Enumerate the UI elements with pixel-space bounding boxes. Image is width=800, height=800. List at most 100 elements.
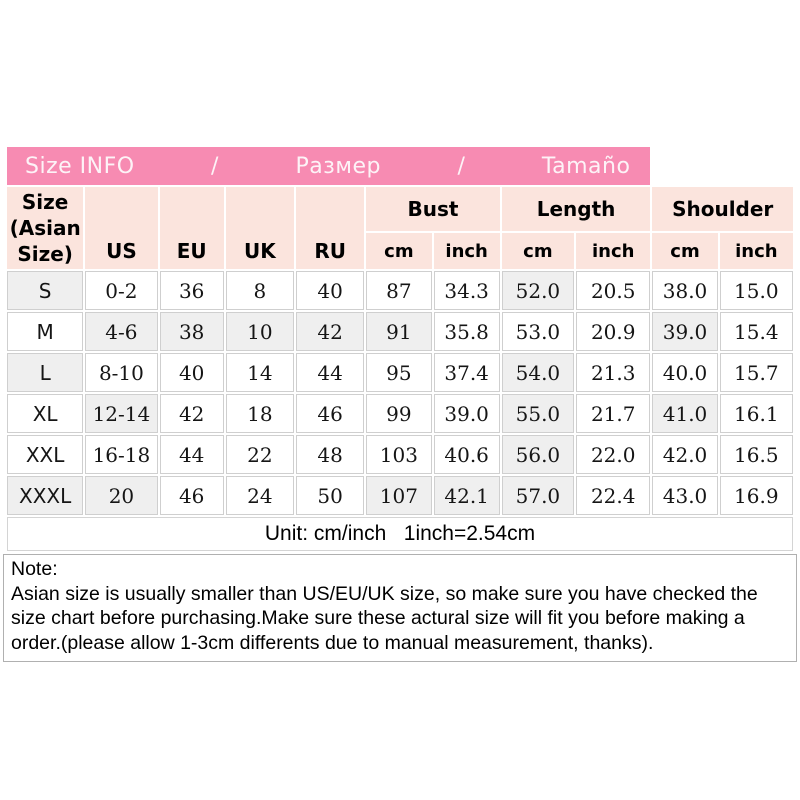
cell-us: 16-18 xyxy=(85,435,158,474)
column-header-size: Size (Asian Size) xyxy=(7,187,84,269)
cell-shoulder-cm: 42.0 xyxy=(652,435,718,474)
cell-shoulder-cm: 40.0 xyxy=(652,353,718,392)
cell-bust-cm: 107 xyxy=(366,476,432,515)
subheader-bust-inch: inch xyxy=(433,233,500,269)
cell-bust-cm: 87 xyxy=(366,271,432,310)
banner-text: Size INFO / Размер / Tamaño xyxy=(7,154,650,179)
cell-bust-inch: 42.1 xyxy=(433,476,500,515)
cell-size: XXXL xyxy=(7,476,84,515)
banner-size-info: Size INFO xyxy=(25,153,135,179)
cell-eu: 44 xyxy=(159,435,224,474)
cell-length-cm: 53.0 xyxy=(501,312,575,351)
banner-tamano: Tamaño xyxy=(541,153,631,179)
size-chart-table: Size INFO / Размер / Tamaño Size (Asian … xyxy=(5,145,795,553)
cell-ru: 48 xyxy=(296,435,365,474)
banner-razmer: Размер xyxy=(295,153,381,179)
subheader-shoulder-inch: inch xyxy=(719,233,793,269)
note-title: Note: xyxy=(11,558,58,580)
cell-length-inch: 20.9 xyxy=(576,312,651,351)
cell-shoulder-inch: 15.0 xyxy=(719,271,793,310)
cell-eu: 38 xyxy=(159,312,224,351)
cell-shoulder-inch: 15.7 xyxy=(719,353,793,392)
cell-ru: 46 xyxy=(296,394,365,433)
column-header-us: US xyxy=(85,187,158,269)
cell-length-cm: 55.0 xyxy=(501,394,575,433)
banner-separator: / xyxy=(457,153,466,179)
cell-length-inch: 20.5 xyxy=(576,271,651,310)
cell-uk: 22 xyxy=(225,435,295,474)
cell-ru: 44 xyxy=(296,353,365,392)
cell-shoulder-cm: 39.0 xyxy=(652,312,718,351)
cell-ru: 50 xyxy=(296,476,365,515)
unit-note: Unit: cm/inch 1inch=2.54cm xyxy=(7,517,793,551)
cell-size: S xyxy=(7,271,84,310)
cell-shoulder-inch: 16.1 xyxy=(719,394,793,433)
table-row-l: L 8-10 40 14 44 95 37.4 54.0 21.3 40.0 1… xyxy=(7,353,793,392)
table-row-xxxl: XXXL 20 46 24 50 107 42.1 57.0 22.4 43.0… xyxy=(7,476,793,515)
cell-length-cm: 52.0 xyxy=(501,271,575,310)
note-body: Asian size is usually smaller than US/EU… xyxy=(11,582,758,654)
cell-us: 12-14 xyxy=(85,394,158,433)
cell-us: 8-10 xyxy=(85,353,158,392)
cell-shoulder-inch: 16.9 xyxy=(719,476,793,515)
cell-length-inch: 22.0 xyxy=(576,435,651,474)
cell-bust-cm: 99 xyxy=(366,394,432,433)
cell-shoulder-cm: 43.0 xyxy=(652,476,718,515)
banner-blank-area xyxy=(652,147,793,185)
cell-uk: 10 xyxy=(225,312,295,351)
cell-uk: 18 xyxy=(225,394,295,433)
cell-ru: 42 xyxy=(296,312,365,351)
cell-us: 4-6 xyxy=(85,312,158,351)
cell-uk: 24 xyxy=(225,476,295,515)
column-header-length: Length xyxy=(501,187,651,231)
cell-bust-inch: 39.0 xyxy=(433,394,500,433)
column-header-uk: UK xyxy=(225,187,295,269)
cell-shoulder-inch: 16.5 xyxy=(719,435,793,474)
cell-length-inch: 21.7 xyxy=(576,394,651,433)
cell-size: M xyxy=(7,312,84,351)
table-row-s: S 0-2 36 8 40 87 34.3 52.0 20.5 38.0 15.… xyxy=(7,271,793,310)
cell-shoulder-cm: 38.0 xyxy=(652,271,718,310)
cell-bust-inch: 40.6 xyxy=(433,435,500,474)
cell-bust-inch: 34.3 xyxy=(433,271,500,310)
subheader-bust-cm: cm xyxy=(366,233,432,269)
cell-bust-cm: 103 xyxy=(366,435,432,474)
cell-shoulder-inch: 15.4 xyxy=(719,312,793,351)
cell-eu: 40 xyxy=(159,353,224,392)
cell-size: XL xyxy=(7,394,84,433)
cell-eu: 46 xyxy=(159,476,224,515)
header-row-measures: Size (Asian Size) US EU UK RU Bust Lengt… xyxy=(7,187,793,269)
cell-eu: 36 xyxy=(159,271,224,310)
cell-uk: 8 xyxy=(225,271,295,310)
cell-size: L xyxy=(7,353,84,392)
size-info-banner: Size INFO / Размер / Tamaño xyxy=(7,147,651,185)
table-row-m: M 4-6 38 10 42 91 35.8 53.0 20.9 39.0 15… xyxy=(7,312,793,351)
cell-us: 20 xyxy=(85,476,158,515)
cell-shoulder-cm: 41.0 xyxy=(652,394,718,433)
cell-size: XXL xyxy=(7,435,84,474)
table-row-xl: XL 12-14 42 18 46 99 39.0 55.0 21.7 41.0… xyxy=(7,394,793,433)
column-header-shoulder: Shoulder xyxy=(652,187,793,231)
cell-bust-inch: 35.8 xyxy=(433,312,500,351)
unit-row: Unit: cm/inch 1inch=2.54cm xyxy=(7,517,793,551)
cell-bust-cm: 95 xyxy=(366,353,432,392)
column-header-bust: Bust xyxy=(366,187,500,231)
column-header-eu: EU xyxy=(159,187,224,269)
cell-uk: 14 xyxy=(225,353,295,392)
subheader-length-inch: inch xyxy=(576,233,651,269)
subheader-length-cm: cm xyxy=(501,233,575,269)
subheader-shoulder-cm: cm xyxy=(652,233,718,269)
cell-length-cm: 56.0 xyxy=(501,435,575,474)
cell-length-cm: 57.0 xyxy=(501,476,575,515)
cell-eu: 42 xyxy=(159,394,224,433)
table-row-xxl: XXL 16-18 44 22 48 103 40.6 56.0 22.0 42… xyxy=(7,435,793,474)
cell-length-cm: 54.0 xyxy=(501,353,575,392)
cell-length-inch: 22.4 xyxy=(576,476,651,515)
cell-us: 0-2 xyxy=(85,271,158,310)
cell-ru: 40 xyxy=(296,271,365,310)
banner-separator: / xyxy=(211,153,219,179)
banner-row: Size INFO / Размер / Tamaño xyxy=(7,147,793,185)
note-box: Note: Asian size is usually smaller than… xyxy=(3,554,797,662)
cell-bust-inch: 37.4 xyxy=(433,353,500,392)
